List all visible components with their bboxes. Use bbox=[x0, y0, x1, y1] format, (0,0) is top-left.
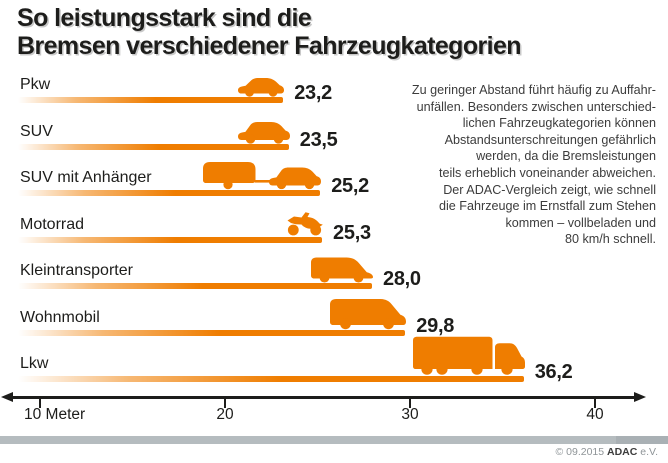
motorcycle-icon bbox=[286, 211, 323, 237]
motorhome-icon bbox=[330, 297, 406, 330]
axis-tick-label: 30 bbox=[401, 406, 419, 423]
copyright-suffix: e.V. bbox=[637, 446, 658, 458]
axis-tick bbox=[594, 397, 596, 408]
distance-bar bbox=[18, 283, 372, 289]
axis-tick-label: 10 Meter bbox=[24, 406, 86, 423]
value-label: 25,2 bbox=[331, 175, 369, 197]
category-label: Wohnmobil bbox=[20, 308, 100, 326]
title-line-1: So leistungsstark sind die bbox=[17, 4, 312, 32]
value-label: 36,2 bbox=[534, 361, 573, 383]
distance-bar bbox=[18, 190, 321, 196]
category-label: Motorrad bbox=[20, 215, 85, 233]
distance-bar bbox=[18, 376, 524, 382]
title-line-2: Bremsen verschiedener Fahrzeugkategorien bbox=[17, 32, 522, 60]
distance-bar bbox=[18, 143, 289, 150]
value-label: 29,8 bbox=[416, 314, 455, 337]
value-label: 23,2 bbox=[294, 82, 332, 104]
value-label: 28,0 bbox=[383, 268, 421, 290]
axis-tick bbox=[39, 397, 41, 408]
category-label: Lkw bbox=[20, 355, 49, 372]
axis-tick-label: 40 bbox=[586, 406, 604, 423]
brand-name: ADAC bbox=[607, 446, 638, 458]
car-icon bbox=[238, 77, 284, 97]
axis-arrow-right-icon bbox=[634, 391, 646, 402]
category-label: Kleintransporter bbox=[20, 262, 133, 279]
x-axis-line bbox=[8, 396, 634, 399]
distance-bar bbox=[18, 329, 406, 336]
value-label: 23,5 bbox=[299, 128, 338, 151]
suv-trailer-icon bbox=[203, 160, 321, 190]
copyright-prefix: © 09.2015 bbox=[555, 446, 608, 458]
distance-bar bbox=[18, 236, 323, 243]
footer-divider-bar-end bbox=[616, 436, 668, 444]
axis-tick-label: 20 bbox=[216, 406, 234, 423]
copyright-note: © 09.2015 ADAC e.V. bbox=[555, 446, 658, 458]
footer-divider-bar bbox=[0, 436, 668, 444]
category-label: SUV mit Anhänger bbox=[20, 169, 152, 186]
truck-icon bbox=[413, 336, 525, 376]
description-text: Zu geringer Abstand führt häufig zu Auff… bbox=[411, 83, 656, 247]
category-label: SUV bbox=[20, 122, 53, 140]
axis-arrow-left-icon bbox=[1, 391, 13, 402]
page-title: So leistungsstark sind die Bremsen versc… bbox=[17, 4, 657, 60]
van-icon bbox=[311, 256, 373, 283]
distance-bar bbox=[18, 97, 284, 103]
axis-tick bbox=[224, 397, 226, 408]
suv-icon bbox=[238, 121, 290, 144]
category-label: Pkw bbox=[20, 76, 51, 93]
axis-tick bbox=[409, 397, 411, 408]
value-label: 25,3 bbox=[333, 221, 371, 244]
